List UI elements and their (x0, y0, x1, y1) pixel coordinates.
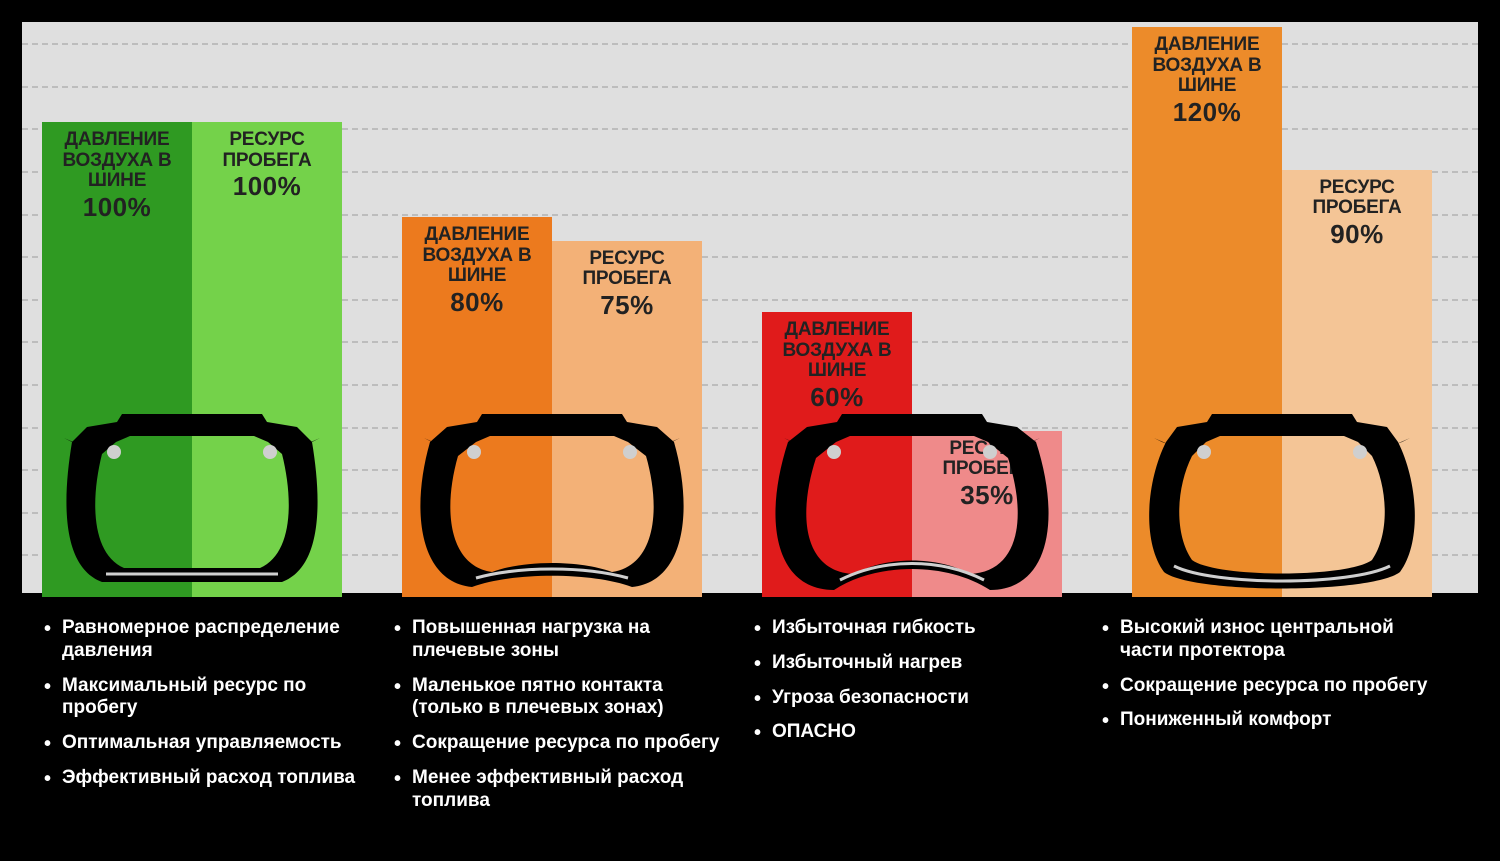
pressure-bar: ДАВЛЕНИЕ ВОЗДУХА В ШИНЕ60% (762, 312, 912, 597)
mileage-bar: РЕСУРС ПРОБЕГА90% (1282, 170, 1432, 598)
bullet-item: Высокий износ центральной части протекто… (1102, 617, 1442, 663)
pressure-bar: ДАВЛЕНИЕ ВОЗДУХА В ШИНЕ100% (42, 122, 192, 597)
bullet-list: Повышенная нагрузка на плечевые зоны Мале… (394, 617, 734, 825)
bar-group: ДАВЛЕНИЕ ВОЗДУХА В ШИНЕ100%РЕСУРС ПРОБЕГ… (42, 22, 342, 597)
mileage-bar-label: РЕСУРС ПРОБЕГА90% (1282, 178, 1432, 248)
bullet-item: Маленькое пятно контакта (только в плече… (394, 675, 734, 721)
bar-group: ДАВЛЕНИЕ ВОЗДУХА В ШИНЕ60%РЕСУРС ПРОБЕГА… (762, 22, 1062, 597)
bullet-list: Высокий износ центральной части протекто… (1102, 617, 1442, 744)
bullet-item: ОПАСНО (754, 721, 1094, 744)
bullet-item: Угроза безопасности (754, 687, 1094, 710)
bullet-item: Сокращение ресурса по пробегу (1102, 675, 1442, 698)
infographic-frame: ДАВЛЕНИЕ ВОЗДУХА В ШИНЕ100%РЕСУРС ПРОБЕГ… (22, 22, 1478, 839)
mileage-bar: РЕСУРС ПРОБЕГА35% (912, 431, 1062, 597)
pressure-bar-label: ДАВЛЕНИЕ ВОЗДУХА В ШИНЕ120% (1132, 35, 1282, 126)
bar-group: ДАВЛЕНИЕ ВОЗДУХА В ШИНЕ120%РЕСУРС ПРОБЕГ… (1132, 22, 1432, 597)
bullet-item: Повышенная нагрузка на плечевые зоны (394, 617, 734, 663)
bullet-item: Равномерное распределение давления (44, 617, 384, 663)
pressure-bar-label: ДАВЛЕНИЕ ВОЗДУХА В ШИНЕ100% (42, 130, 192, 221)
mileage-bar-label: РЕСУРС ПРОБЕГА75% (552, 249, 702, 319)
bullet-item: Максимальный ресурс по пробегу (44, 675, 384, 721)
bullet-list: Избыточная гибкость Избыточный нагрев Угро… (754, 617, 1094, 756)
bullet-list: Равномерное распределение давления Максим… (44, 617, 384, 802)
bar-group: ДАВЛЕНИЕ ВОЗДУХА В ШИНЕ80%РЕСУРС ПРОБЕГА… (402, 22, 702, 597)
mileage-bar-label: РЕСУРС ПРОБЕГА100% (192, 130, 342, 200)
bullet-item: Избыточный нагрев (754, 652, 1094, 675)
pressure-bar-label: ДАВЛЕНИЕ ВОЗДУХА В ШИНЕ80% (402, 225, 552, 316)
bullet-item: Пониженный комфорт (1102, 709, 1442, 732)
chart-area: ДАВЛЕНИЕ ВОЗДУХА В ШИНЕ100%РЕСУРС ПРОБЕГ… (22, 22, 1478, 597)
mileage-bar: РЕСУРС ПРОБЕГА75% (552, 241, 702, 597)
pressure-bar-label: ДАВЛЕНИЕ ВОЗДУХА В ШИНЕ60% (762, 320, 912, 411)
pressure-bar: ДАВЛЕНИЕ ВОЗДУХА В ШИНЕ120% (1132, 27, 1282, 597)
mileage-bar: РЕСУРС ПРОБЕГА100% (192, 122, 342, 597)
mileage-bar-label: РЕСУРС ПРОБЕГА35% (912, 439, 1062, 509)
bullet-item: Оптимальная управляемость (44, 732, 384, 755)
bullet-item: Сокращение ресурса по пробегу (394, 732, 734, 755)
bullet-item: Менее эффективный расход топлива (394, 767, 734, 813)
bullet-item: Эффективный расход топлива (44, 767, 384, 790)
pressure-bar: ДАВЛЕНИЕ ВОЗДУХА В ШИНЕ80% (402, 217, 552, 597)
bullet-item: Избыточная гибкость (754, 617, 1094, 640)
